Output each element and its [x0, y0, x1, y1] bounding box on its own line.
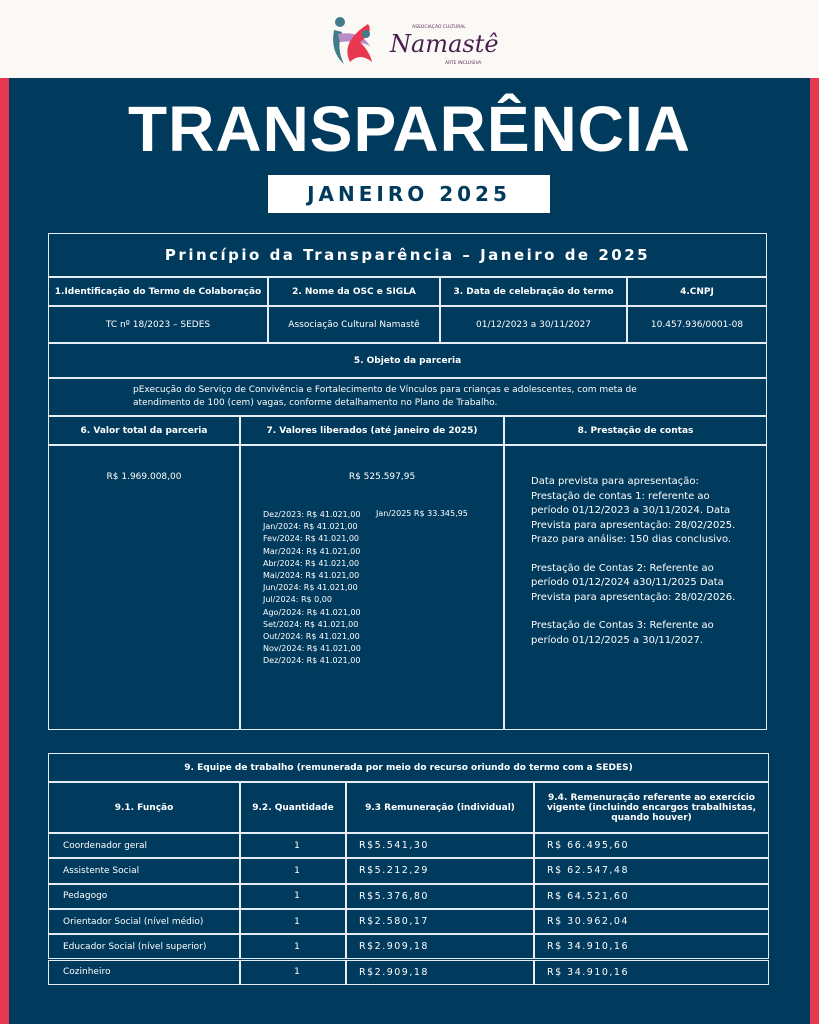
page-subtitle: JANEIRO 2025	[268, 175, 550, 213]
sec7-cell: R$ 525.597,95 Dez/2023: R$ 41.021,00 Jan/…	[240, 445, 504, 730]
table-cell: R$ 66.495,60	[534, 833, 769, 859]
table-cell: 1	[240, 858, 346, 884]
table-cell: R$5.541,30	[346, 833, 534, 859]
table-cell: R$2.580,17	[346, 908, 534, 935]
value-cell: TC nº 18/2023 – SEDES	[48, 306, 268, 343]
table-cell: Cozinheiro	[48, 959, 240, 985]
header-cell: 9.3 Remuneração (individual)	[346, 782, 534, 833]
table-cell: 1	[240, 908, 346, 935]
table-cell: Assistente Social	[48, 858, 240, 884]
table-cell: Orientador Social (nível médio)	[48, 908, 240, 935]
value-cell: Associação Cultural Namastê	[268, 306, 440, 343]
namaste-logo: ASSOCIAÇÃO CULTURAL Namastê ARTE INCLUSI…	[333, 17, 499, 66]
table-cell: R$2.909,18	[346, 959, 534, 985]
header-cell: 3. Data de celebração do termo	[440, 277, 627, 306]
table-cell: R$5.376,80	[346, 883, 534, 909]
accountability-3: Prestação de Contas 3: Referente ao perí…	[531, 620, 714, 646]
svg-text:ARTE INCLUSIVA: ARTE INCLUSIVA	[445, 60, 482, 66]
page-title: TRANSPARÊNCIA	[128, 93, 691, 165]
table-cell: R$2.909,18	[346, 934, 534, 960]
sec8-header: 8. Prestação de contas	[504, 416, 767, 445]
released-total: R$ 525.597,95	[348, 472, 416, 482]
right-accent-bar	[810, 78, 819, 1024]
sec7-header: 7. Valores liberados (até janeiro de 202…	[240, 416, 504, 445]
header-cell: 9.2. Quantidade	[240, 782, 346, 833]
table-cell: 1	[240, 934, 346, 960]
objeto-header: 5. Objeto da parceria	[48, 343, 767, 378]
month-value: Dez/2023: R$ 41.021,00	[263, 510, 361, 519]
value-cell: 10.457.936/0001-08	[627, 306, 767, 343]
svg-text:Namastê: Namastê	[389, 30, 499, 58]
table-cell: R$ 34.910,16	[534, 934, 769, 960]
jan2025-value: Jan/2025 R$ 33.345,95	[376, 509, 468, 518]
total-value: R$ 1.969.008,00	[106, 472, 182, 482]
month-value: Fev/2024: R$ 41.021,00	[263, 534, 360, 544]
objeto-text: pExecução do Serviço de Convivência e Fo…	[48, 378, 767, 416]
monthly-list: Dez/2023: R$ 41.021,00 Jan/2024: R$ 41.02…	[263, 509, 361, 668]
month-value: Jan/2024: R$ 41.021,00	[263, 522, 358, 532]
month-value: Jul/2024: R$ 0,00	[263, 595, 332, 605]
header-cell: 9.1. Função	[48, 782, 240, 833]
month-value: Out/2024: R$ 41.021,00	[263, 632, 360, 642]
month-value: Mai/2024: R$ 41.021,00	[263, 571, 360, 581]
table-cell: Educador Social (nível superior)	[48, 934, 240, 960]
month-value: Dez/2024: R$ 41.021,00	[263, 656, 361, 666]
table-title: Princípio da Transparência – Janeiro de …	[48, 233, 767, 277]
svg-text:ASSOCIAÇÃO CULTURAL: ASSOCIAÇÃO CULTURAL	[412, 23, 466, 30]
month-value: Nov/2024: R$ 41.021,00	[263, 644, 361, 654]
table-cell: R$ 62.547,48	[534, 858, 769, 884]
table-cell: Pedagogo	[48, 883, 240, 909]
sec6-cell: R$ 1.969.008,00	[48, 445, 240, 730]
table-cell: R$ 30.962,04	[534, 908, 769, 935]
value-cell: 01/12/2023 a 30/11/2027	[440, 306, 627, 343]
table-cell: 1	[240, 833, 346, 859]
table-cell: R$5.212,29	[346, 858, 534, 884]
table-cell: 1	[240, 959, 346, 985]
team-table-title: 9. Equipe de trabalho (remunerada por me…	[48, 753, 769, 782]
header-cell: 1.Identificação do Termo de Colaboração	[48, 277, 268, 306]
table-cell: R$ 64.521,60	[534, 883, 769, 909]
header-cell: 2. Nome da OSC e SIGLA	[268, 277, 440, 306]
month-value: Abr/2024: R$ 41.021,00	[263, 558, 360, 568]
month-value: Set/2024: R$ 41.021,00	[263, 619, 359, 629]
accountability-2: Prestação de Contas 2: Referente ao perí…	[531, 562, 736, 603]
accountability-1: Data prevista para apresentação: Prestaç…	[531, 476, 736, 545]
sec6-header: 6. Valor total da parceria	[48, 416, 240, 445]
header-cell: 9.4. Remenuração referente ao exercício …	[534, 782, 769, 833]
header-cell: 4.CNPJ	[627, 277, 767, 306]
header-bar: ASSOCIAÇÃO CULTURAL Namastê ARTE INCLUSI…	[0, 0, 819, 78]
table-cell: R$ 34.910,16	[534, 959, 769, 985]
month-value: Jun/2024: R$ 41.021,00	[263, 583, 358, 593]
left-accent-bar	[0, 78, 9, 1024]
month-value: Ago/2024: R$ 41.021,00	[263, 607, 361, 617]
table-cell: 1	[240, 883, 346, 909]
sec8-cell: Data prevista para apresentação: Prestaç…	[504, 445, 767, 730]
month-value: Mar/2024: R$ 41.021,00	[263, 546, 361, 556]
table-cell: Coordenador geral	[48, 833, 240, 859]
